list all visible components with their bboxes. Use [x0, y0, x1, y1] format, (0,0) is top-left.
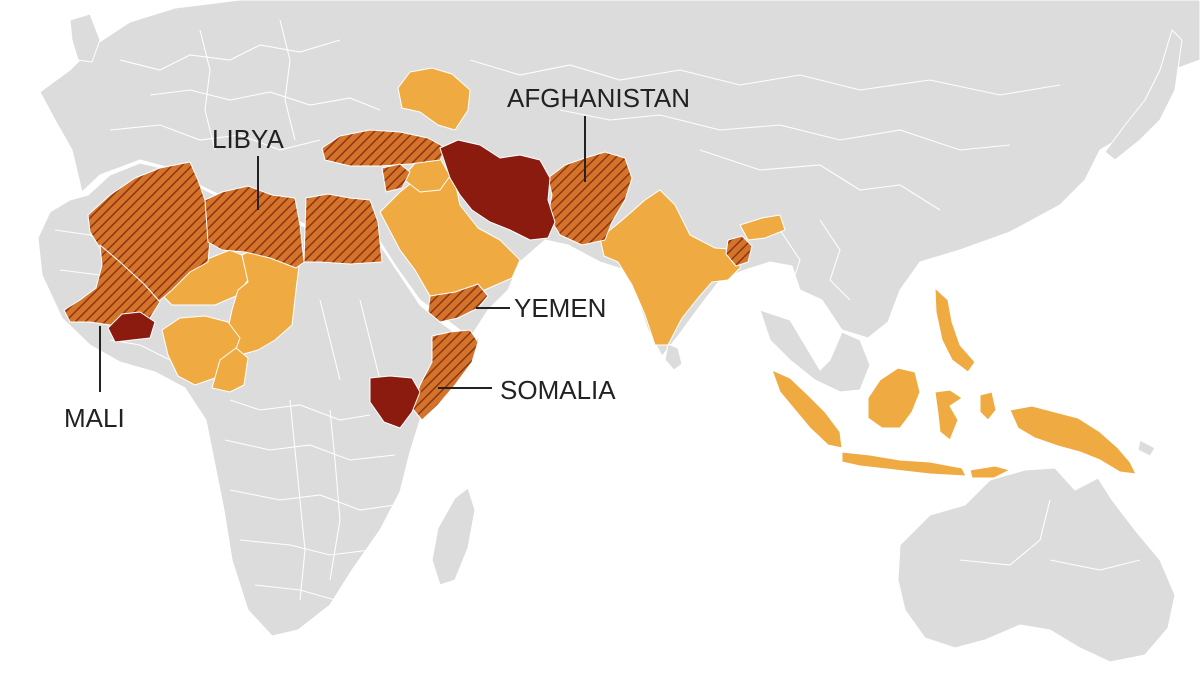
landmass-britain: [69, 13, 101, 63]
label-libya: LIBYA: [212, 124, 284, 154]
label-yemen: YEMEN: [514, 293, 606, 323]
label-somalia: SOMALIA: [500, 375, 616, 405]
landmass-sri-lanka: [664, 343, 683, 371]
region-philippines: [934, 287, 976, 373]
region-iran: [439, 139, 556, 241]
leader-lines: [99, 116, 586, 392]
highlighted-regions: [63, 67, 1137, 479]
region-bangladesh: [725, 235, 753, 267]
region-moluccas: [979, 391, 997, 421]
landmass-japan: [1104, 29, 1183, 161]
landmass-se-asia-grey: [759, 309, 871, 393]
label-mali: MALI: [64, 403, 125, 433]
region-mali: [63, 244, 161, 326]
region-new-guinea: [1009, 405, 1137, 475]
region-sumatra: [771, 369, 843, 449]
region-java: [841, 451, 967, 477]
landmass-australia: [897, 467, 1176, 663]
region-kenya: [369, 375, 421, 429]
region-sulawesi: [934, 389, 963, 441]
region-burkina-faso: [107, 311, 156, 343]
region-somalia: [411, 329, 479, 421]
region-cameroon: [211, 347, 249, 393]
region-nepal-bhutan: [739, 214, 786, 241]
landmass-madagascar: [431, 487, 476, 586]
country-labels: AFGHANISTAN LIBYA YEMEN MALI SOMALIA: [64, 83, 690, 433]
landmass-pacific-islands: [1137, 439, 1156, 457]
label-afghanistan: AFGHANISTAN: [507, 83, 690, 113]
region-ukraine: [397, 67, 471, 131]
region-timor: [969, 465, 1011, 479]
region-syria: [381, 163, 411, 193]
country-borders: [54, 19, 1141, 601]
region-india: [599, 189, 743, 346]
region-egypt: [303, 193, 383, 265]
region-borneo: [867, 367, 921, 429]
